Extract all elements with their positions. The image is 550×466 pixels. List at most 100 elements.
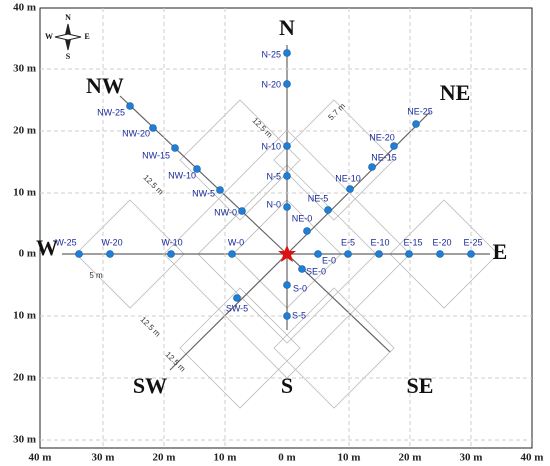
direction-label: SW [133, 373, 167, 398]
x-tick-label: 30 m [460, 452, 483, 464]
direction-label: NE [440, 80, 471, 105]
point-label: E-0 [322, 255, 336, 265]
frame [39, 7, 533, 449]
compass-w: W [45, 32, 53, 41]
sampling-point [390, 142, 398, 150]
sampling-point [346, 185, 354, 193]
sampling-point [233, 294, 241, 302]
y-tick-label: 30 m [13, 63, 36, 75]
point-label: NW-0 [214, 207, 237, 217]
x-tick-label: 40 m [521, 452, 544, 464]
point-label: N-10 [261, 141, 281, 151]
sampling-point [283, 49, 291, 57]
sampling-point [167, 250, 175, 258]
compass-s: S [66, 52, 71, 61]
dimension-label: 5 m [89, 271, 103, 280]
direction-label: SE [407, 373, 434, 398]
center-star [278, 245, 296, 262]
sampling-point [467, 250, 475, 258]
sampling-point [324, 206, 332, 214]
sampling-point [149, 124, 157, 132]
point-label: NW-10 [168, 170, 196, 180]
point-label: SE-0 [306, 266, 326, 276]
point-label: NW-15 [142, 150, 170, 160]
sampling-point [375, 250, 383, 258]
direction-label: E [493, 239, 508, 264]
point-label: N-0 [266, 199, 281, 209]
sampling-point [303, 227, 311, 235]
x-tick-label: 20 m [153, 452, 176, 464]
sampling-point [368, 163, 376, 171]
sampling-point [412, 120, 420, 128]
sampling-point [283, 281, 291, 289]
sampling-point [238, 207, 246, 215]
point-label: W-0 [228, 237, 244, 247]
sampling-point [283, 312, 291, 320]
sampling-point [405, 250, 413, 258]
point-label: NE-15 [371, 152, 397, 162]
transects [62, 45, 490, 371]
y-tick-label: 30 m [13, 434, 36, 446]
sampling-point [298, 265, 306, 273]
sampling-point [283, 203, 291, 211]
point-label: NW-20 [122, 128, 150, 138]
y-tick-label: 0 m [19, 248, 36, 260]
point-label: E-20 [432, 237, 451, 247]
sampling-point [283, 172, 291, 180]
compass-e: E [84, 32, 89, 41]
sampling-point [314, 250, 322, 258]
sampling-point [75, 250, 83, 258]
dimension-label: 12.5 m [163, 350, 187, 374]
sampling-point [344, 250, 352, 258]
y-tick-label: 10 m [13, 187, 36, 199]
point-label: N-20 [261, 79, 281, 89]
sampling-point [171, 144, 179, 152]
point-label: E-10 [370, 237, 389, 247]
sampling-point [436, 250, 444, 258]
point-label: E-5 [341, 237, 355, 247]
x-tick-label: 20 m [399, 452, 422, 464]
dimension-label: 12.5 m [138, 315, 162, 339]
dimension-label: 12.5 m [250, 116, 274, 140]
plot-squares [75, 99, 499, 409]
point-label: S-0 [293, 283, 307, 293]
x-tick-label: 30 m [92, 452, 115, 464]
sampling-point [126, 102, 134, 110]
compass-n: N [65, 13, 71, 22]
point-label: NW-25 [97, 107, 125, 117]
sampling-point [283, 142, 291, 150]
sampling-point [216, 186, 224, 194]
point-label: NE-20 [369, 132, 395, 142]
x-tick-label: 0 m [278, 452, 295, 464]
point-label: E-15 [403, 237, 422, 247]
point-label: N-5 [266, 171, 281, 181]
sampling-point [228, 250, 236, 258]
sampling-point [106, 250, 114, 258]
point-label: NW-5 [192, 188, 215, 198]
sampling-point [283, 80, 291, 88]
point-label: E-25 [463, 237, 482, 247]
x-tick-label: 10 m [214, 452, 237, 464]
direction-label: W [36, 235, 58, 260]
direction-label: S [281, 373, 293, 398]
point-label: N-25 [261, 49, 281, 59]
x-tick-label: 10 m [338, 452, 361, 464]
compass-rose [54, 23, 82, 51]
y-tick-label: 20 m [13, 372, 36, 384]
x-tick-label: 40 m [29, 452, 52, 464]
point-label: S-5 [292, 310, 306, 320]
direction-label: N [279, 15, 295, 40]
y-tick-label: 20 m [13, 125, 36, 137]
sampling-point [193, 165, 201, 173]
y-tick-label: 10 m [13, 310, 36, 322]
point-label: SW-5 [226, 303, 248, 313]
point-label: W-10 [161, 237, 182, 247]
y-tick-label: 40 m [13, 2, 36, 14]
point-label: NE-25 [407, 106, 433, 116]
point-label: NE-0 [292, 213, 313, 223]
point-label: W-25 [55, 237, 76, 247]
point-label: NE-5 [308, 193, 329, 203]
point-label: W-20 [101, 237, 122, 247]
point-label: NE-10 [335, 173, 361, 183]
